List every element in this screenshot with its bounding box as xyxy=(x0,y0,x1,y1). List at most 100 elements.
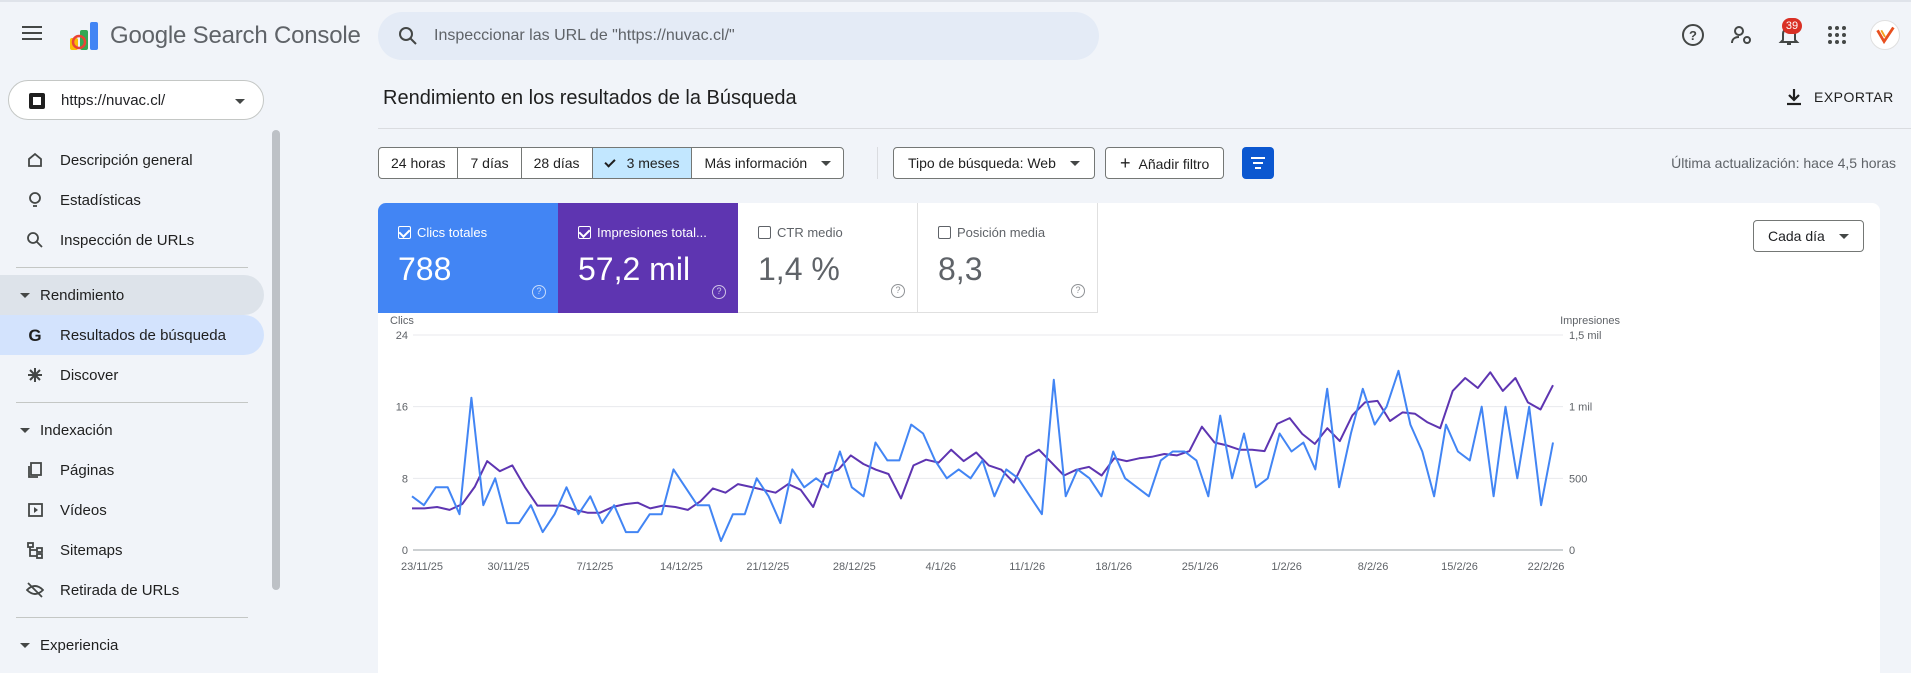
right-axis-label: Impresiones xyxy=(1560,315,1620,327)
x-tick-label: 28/12/25 xyxy=(833,561,876,573)
sidebar-item-search-results[interactable]: G Resultados de búsqueda xyxy=(0,315,264,355)
search-type-label: Tipo de búsqueda: Web xyxy=(908,155,1056,171)
export-label: EXPORTAR xyxy=(1814,89,1894,105)
sidebar-section-label: Rendimiento xyxy=(40,286,125,304)
checkbox-icon xyxy=(938,226,951,239)
svg-text:G: G xyxy=(28,326,41,344)
sidebar-section-performance[interactable]: Rendimiento xyxy=(0,275,264,315)
help-icon[interactable]: ? xyxy=(891,284,905,298)
sidebar-item-label: Sitemaps xyxy=(60,541,123,559)
metric-label: Clics totales xyxy=(417,225,488,240)
series-line-clicks xyxy=(411,369,1554,542)
plus-icon: + xyxy=(1120,153,1131,173)
site-favicon-icon xyxy=(29,93,45,109)
x-tick-label: 7/12/25 xyxy=(577,561,614,573)
url-inspection-input[interactable] xyxy=(434,24,1074,48)
sidebar-nav: Descripción general Estadísticas Inspecc… xyxy=(0,140,264,665)
search-console-logo-icon xyxy=(70,22,98,50)
right-tick-label: 1,5 mil xyxy=(1569,330,1601,342)
divider xyxy=(378,128,1911,129)
performance-card: Clics totales 788 ? Impresiones total...… xyxy=(378,203,1880,673)
x-tick-label: 21/12/25 xyxy=(746,561,789,573)
x-tick-label: 15/2/26 xyxy=(1441,561,1478,573)
app-name: Google Search Console xyxy=(110,22,361,49)
video-icon xyxy=(28,503,43,517)
pages-icon xyxy=(28,462,42,478)
account-avatar[interactable] xyxy=(1870,20,1900,50)
property-selector[interactable]: https://nuvac.cl/ xyxy=(8,80,264,120)
sidebar-item-label: Retirada de URLs xyxy=(60,581,180,599)
metric-clicks[interactable]: Clics totales 788 ? xyxy=(378,203,558,313)
sidebar-item-sitemaps[interactable]: Sitemaps xyxy=(0,530,264,570)
range-chip-24h[interactable]: 24 horas xyxy=(379,148,459,178)
sidebar-item-label: Vídeos xyxy=(60,501,107,519)
chevron-down-icon xyxy=(821,161,832,166)
filter-options-button[interactable] xyxy=(1242,147,1274,179)
asterisk-icon xyxy=(28,368,42,382)
sidebar-item-label: Páginas xyxy=(60,461,115,479)
chevron-down-icon xyxy=(1069,161,1080,166)
metric-label: CTR medio xyxy=(777,225,843,240)
range-chip-label: Más información xyxy=(704,155,808,171)
x-tick-label: 14/12/25 xyxy=(660,561,703,573)
granularity-label: Cada día xyxy=(1768,228,1825,244)
main-menu-icon[interactable] xyxy=(20,22,44,46)
series-line-impressions xyxy=(412,371,1554,514)
sidebar-item-videos[interactable]: Vídeos xyxy=(0,490,264,530)
home-icon xyxy=(28,152,42,167)
granularity-select[interactable]: Cada día xyxy=(1753,220,1864,252)
add-filter-label: Añadir filtro xyxy=(1138,156,1210,172)
download-icon xyxy=(1787,89,1801,106)
google-g-icon: G xyxy=(28,326,41,344)
range-chip-28d[interactable]: 28 días xyxy=(522,148,593,178)
help-icon[interactable]: ? xyxy=(712,285,726,299)
left-axis-label: Clics xyxy=(390,315,414,327)
x-tick-label: 1/2/26 xyxy=(1271,561,1302,573)
chevron-down-icon xyxy=(235,99,245,104)
right-tick-label: 1 mil xyxy=(1569,402,1592,414)
left-tick-label: 24 xyxy=(396,330,408,342)
divider xyxy=(877,147,878,179)
caret-down-icon xyxy=(20,293,30,298)
date-range-chips: 24 horas 7 días 28 días 3 meses Más info… xyxy=(378,147,845,179)
x-tick-label: 11/1/26 xyxy=(1009,561,1045,573)
metric-position[interactable]: Posición media 8,3 ? xyxy=(918,203,1098,313)
range-chip-3m[interactable]: 3 meses xyxy=(592,148,693,178)
export-button[interactable]: EXPORTAR xyxy=(1786,88,1894,106)
right-tick-label: 0 xyxy=(1569,545,1575,557)
svg-text:?: ? xyxy=(1689,28,1697,43)
search-icon xyxy=(27,232,43,248)
search-type-filter[interactable]: Tipo de búsqueda: Web xyxy=(893,147,1095,179)
caret-down-icon xyxy=(20,643,30,648)
sidebar-item-pages[interactable]: Páginas xyxy=(0,450,264,490)
help-icon[interactable]: ? xyxy=(1071,284,1085,298)
range-chip-7d[interactable]: 7 días xyxy=(458,148,522,178)
metric-label: Impresiones total... xyxy=(597,225,707,240)
checkbox-icon xyxy=(578,226,591,239)
sidebar-section-experience[interactable]: Experiencia xyxy=(0,625,264,665)
sidebar-scrollbar[interactable] xyxy=(272,130,280,590)
range-chip-label: 3 meses xyxy=(626,155,680,171)
sidebar-item-removals[interactable]: Retirada de URLs xyxy=(0,570,264,610)
check-icon xyxy=(603,156,616,168)
metric-impressions[interactable]: Impresiones total... 57,2 mil ? xyxy=(558,203,738,313)
left-tick-label: 0 xyxy=(402,545,408,557)
sidebar-item-overview[interactable]: Descripción general xyxy=(0,140,264,180)
sidebar-section-indexing[interactable]: Indexación xyxy=(0,410,264,450)
x-tick-label: 25/1/26 xyxy=(1182,561,1219,573)
lightbulb-icon xyxy=(29,192,41,207)
help-icon[interactable]: ? xyxy=(1680,22,1706,48)
manage-users-icon[interactable] xyxy=(1728,22,1754,48)
help-icon[interactable]: ? xyxy=(532,285,546,299)
apps-icon[interactable] xyxy=(1824,22,1850,48)
x-tick-label: 23/11/25 xyxy=(401,561,443,573)
sidebar-item-discover[interactable]: Discover xyxy=(0,355,264,395)
metric-ctr[interactable]: CTR medio 1,4 % ? xyxy=(738,203,918,313)
range-chip-more[interactable]: Más información xyxy=(692,148,843,178)
add-filter-button[interactable]: + Añadir filtro xyxy=(1105,147,1225,179)
top-bar: Google Search Console ? 39 xyxy=(0,2,1911,66)
url-inspection-search[interactable] xyxy=(378,12,1099,60)
sidebar-item-url-inspection[interactable]: Inspección de URLs xyxy=(0,220,264,260)
last-update-text: Última actualización: hace 4,5 horas xyxy=(1671,155,1896,171)
sidebar-item-insights[interactable]: Estadísticas xyxy=(0,180,264,220)
